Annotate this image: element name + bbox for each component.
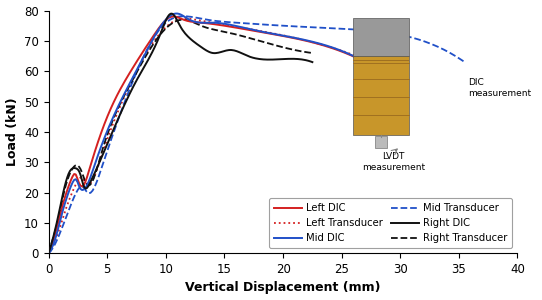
Text: LVDT
measurement: LVDT measurement (362, 152, 425, 172)
Y-axis label: Load (kN): Load (kN) (5, 98, 18, 166)
Bar (353, 18, 409, 56)
Bar (353, 56, 409, 135)
Legend: Left DIC, Left Transducer, Mid DIC, Mid Transducer, Right DIC, Right Transducer: Left DIC, Left Transducer, Mid DIC, Mid … (269, 198, 512, 248)
Bar (376, 136, 386, 148)
Bar (353, 60, 409, 61)
Text: DIC
measurement: DIC measurement (468, 79, 531, 98)
X-axis label: Vertical Displacement (mm): Vertical Displacement (mm) (185, 281, 381, 294)
